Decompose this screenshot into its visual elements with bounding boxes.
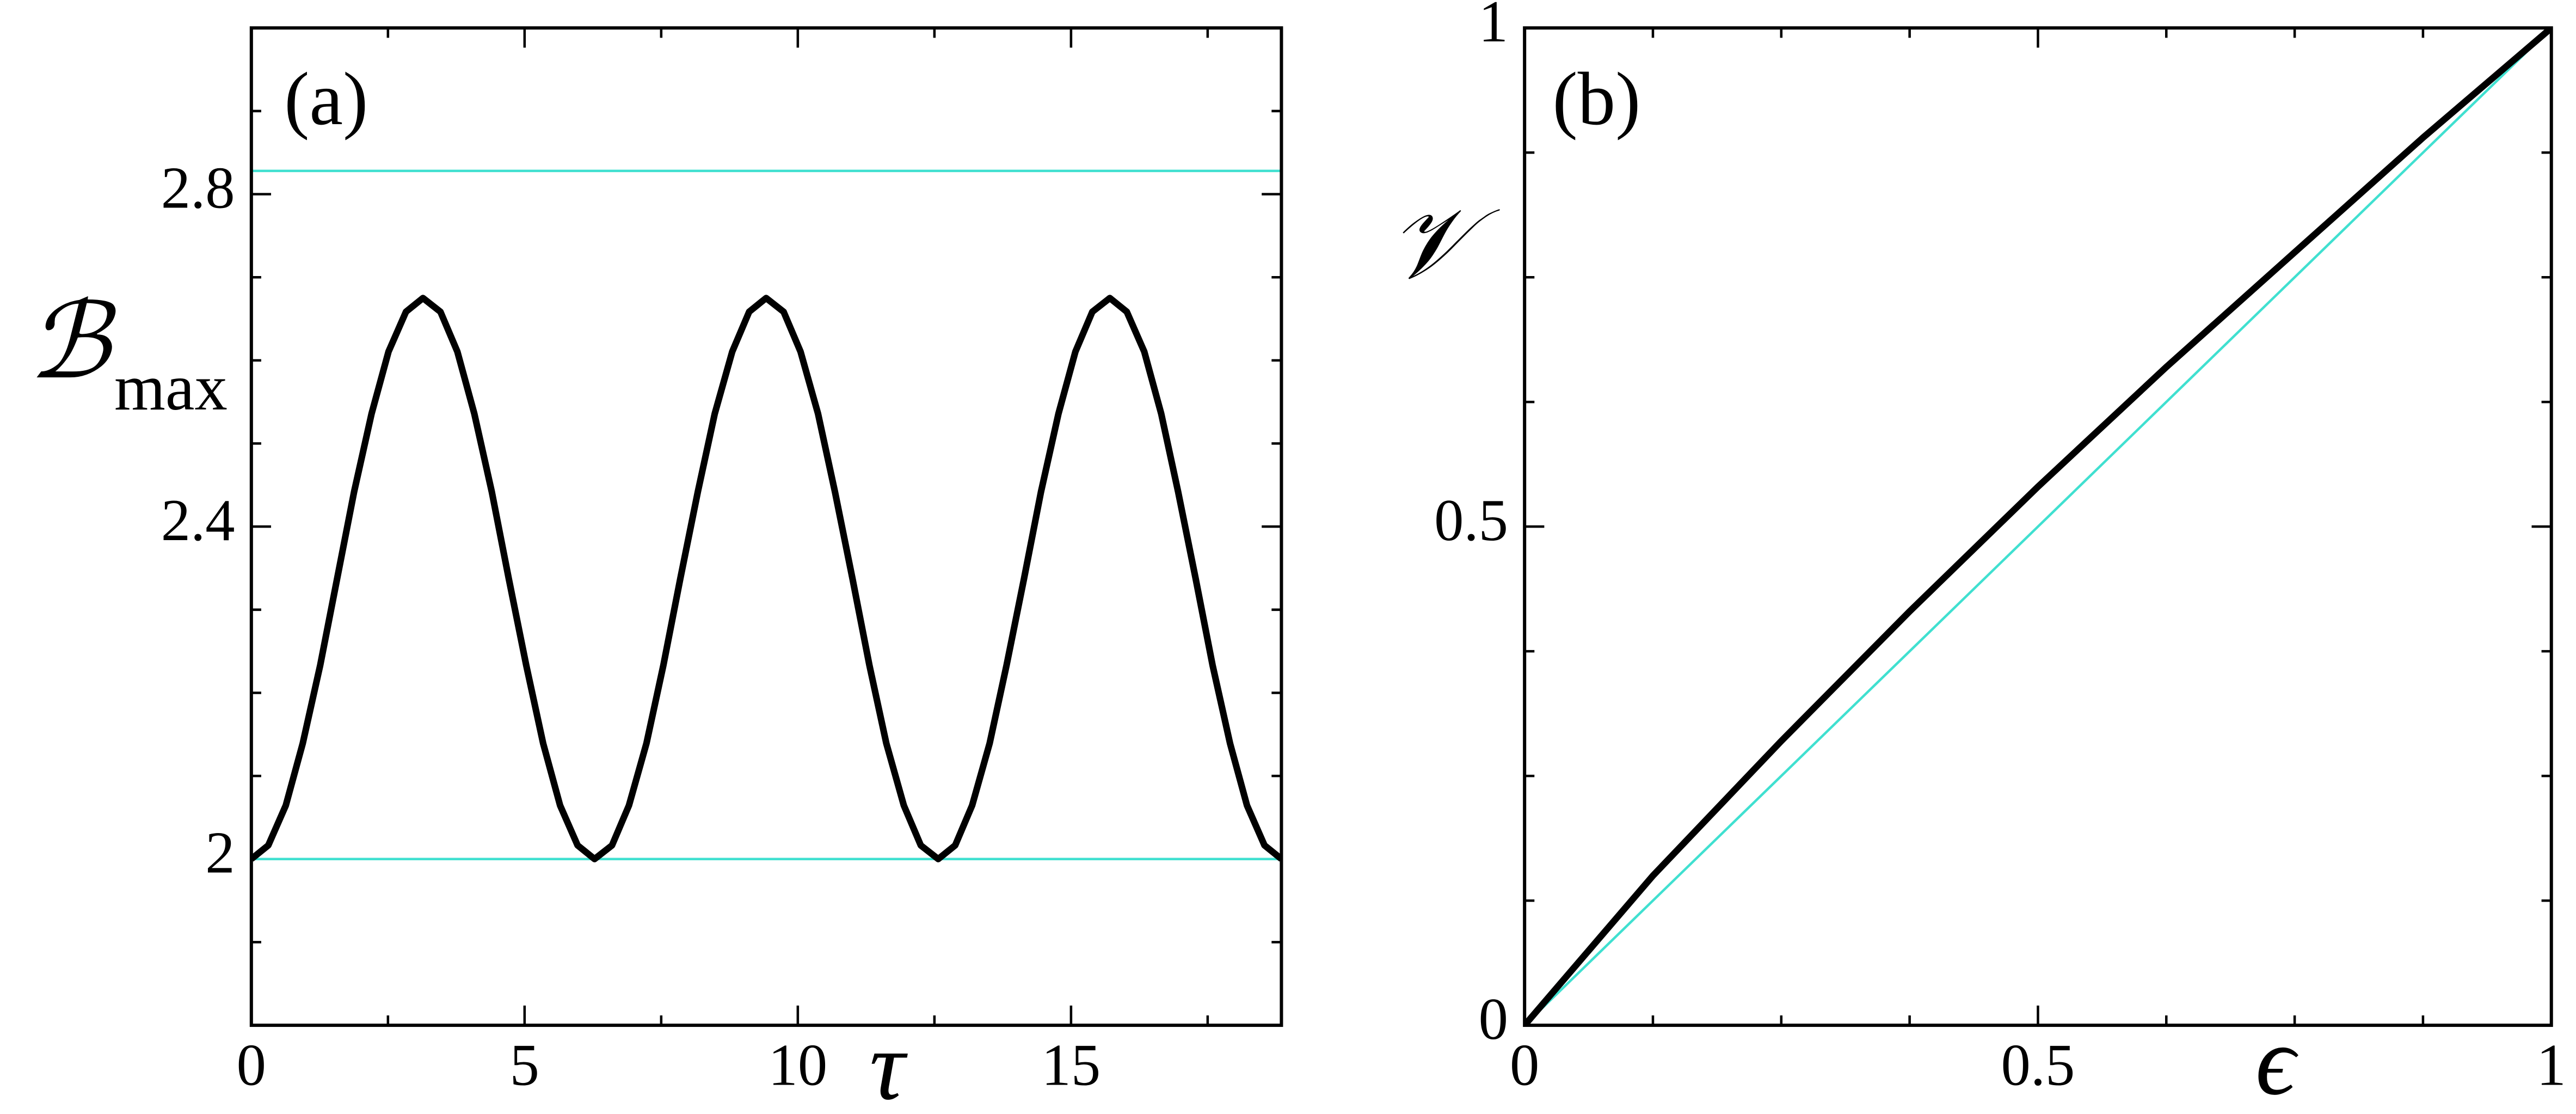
y-tick-label: 2.8 (161, 155, 235, 221)
data-line (1524, 28, 2552, 1026)
x-tick-label: 10 (769, 1032, 828, 1098)
plot-area (251, 169, 1282, 862)
y-tick-label: 2.4 (161, 487, 235, 553)
plot-frame (249, 26, 1283, 1027)
x-tick-label: 1 (2537, 1032, 2566, 1098)
x-tick-label: 5 (510, 1032, 539, 1098)
panel: 0 0.5 1 0 0.5 1 (b) ϵ 𝒱 (1388, 0, 2566, 1114)
data-line (251, 295, 1282, 862)
y-tick-label: 0.5 (1434, 487, 1508, 553)
panel-label: (a) (284, 57, 368, 141)
data-line (1524, 28, 2552, 1026)
x-tick-label: 0 (1510, 1032, 1539, 1098)
y-tick-label: 0 (1479, 986, 1508, 1052)
y-axis-label: ℬ (28, 284, 117, 400)
panel: 0 5 10 15 2 2.4 2.8 (a) τ ℬ max (28, 26, 1283, 1114)
y-axis-label-sub: max (114, 351, 228, 424)
x-tick-label: 0 (237, 1032, 266, 1098)
x-tick-label: 15 (1042, 1032, 1101, 1098)
y-axis-label: 𝒱 (1388, 190, 1500, 299)
y-tick-label: 2 (205, 820, 235, 886)
panel-label: (b) (1552, 57, 1640, 141)
plot-frame (1523, 26, 2553, 1027)
y-tick-label: 1 (1479, 0, 1508, 54)
x-axis-label: τ (870, 1012, 908, 1114)
x-axis-label: ϵ (2255, 1007, 2298, 1114)
x-tick-label: 0.5 (2001, 1032, 2075, 1098)
plot-area (1524, 28, 2552, 1026)
